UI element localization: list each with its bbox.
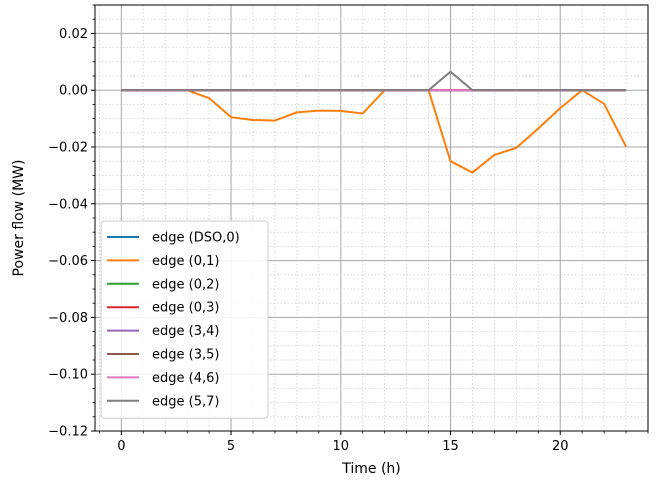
y-tick-label: 0.02 [59,27,88,42]
legend-label: edge (0,2) [152,277,219,292]
series-line-8 [121,70,627,92]
y-tick-label: −0.02 [48,141,88,156]
series-lines [121,70,627,174]
y-tick-label: −0.08 [48,311,88,326]
y-tick-label: −0.12 [48,425,88,440]
legend-label: edge (DSO,0) [152,231,240,246]
y-tick-label: 0.00 [59,84,88,99]
legend-label: edge (0,1) [152,254,219,269]
y-axis-label: Power flow (MW) [11,160,27,277]
y-tick-label: −0.04 [48,197,88,212]
x-tick-label: 5 [227,439,235,454]
x-tick-label: 15 [442,439,459,454]
legend-label: edge (0,3) [152,301,219,316]
x-tick-label: 20 [552,439,569,454]
y-tick-label: −0.10 [48,368,88,383]
x-axis-label: Time (h) [341,461,401,477]
x-tick-label: 10 [333,439,350,454]
x-tick-label: 0 [117,439,125,454]
legend-label: edge (3,4) [152,324,219,339]
y-tick-label: −0.06 [48,254,88,269]
axis-ticks: 0 5 10 15 20 0.02 0.00 −0.02 −0.04 −0.06 −0.08 −0.1… [48,4,649,454]
legend-label: edge (4,6) [152,371,219,386]
legend-label: edge (5,7) [152,394,219,409]
legend[interactable]: edge (DSO,0) edge (0,1) edge (0,2) edge (0,… [100,220,269,419]
legend-box [100,220,269,419]
series-line-2 [121,89,627,174]
legend-label: edge (3,5) [152,348,219,363]
